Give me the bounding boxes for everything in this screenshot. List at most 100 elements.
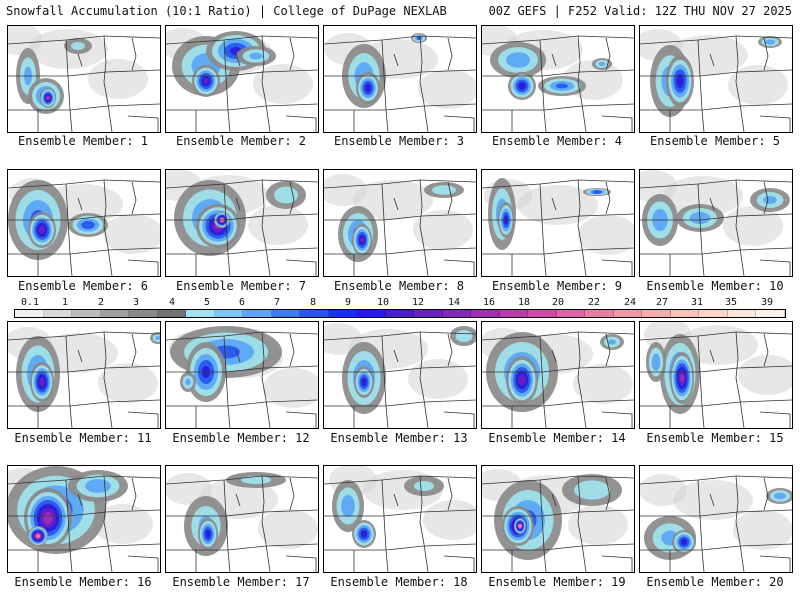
state-boundary-line [541, 365, 634, 373]
ensemble-member-map [165, 169, 319, 277]
trace-snow-shading [738, 355, 792, 395]
state-boundary-line [605, 477, 611, 511]
colorbar-swatch [528, 310, 557, 317]
state-boundary-line [577, 331, 587, 428]
snowfall-map-svg [166, 26, 318, 132]
colorbar-swatch [129, 310, 158, 317]
state-boundary-line [419, 475, 429, 572]
state-boundary-line [285, 115, 317, 132]
colorbar-swatch [157, 310, 187, 317]
snowfall-map-svg [640, 466, 792, 572]
state-boundary-line [235, 53, 241, 67]
ensemble-member-label: Ensemble Member: 4 [491, 134, 623, 148]
state-boundary-line [67, 213, 160, 221]
state-boundary-line [381, 335, 389, 428]
ensemble-member-map [7, 169, 161, 277]
colorbar-swatch [100, 310, 130, 317]
state-boundary-line [551, 349, 557, 363]
state-boundary-line [8, 179, 160, 189]
trace-snow-shading [423, 500, 476, 540]
state-boundary-line [324, 103, 476, 111]
colorbar-tick-label: 18 [517, 297, 531, 308]
snowfall-map-svg [324, 170, 476, 276]
state-boundary-line [759, 259, 791, 276]
state-boundary-line [763, 333, 769, 367]
state-boundary-line [223, 39, 231, 132]
colorbar-tick-label: 14 [447, 297, 461, 308]
state-boundary-line [383, 365, 476, 373]
colorbar-tick-label: 1 [61, 297, 69, 308]
state-boundary-line [601, 411, 633, 428]
state-boundary-line [699, 509, 792, 517]
state-boundary-line [131, 37, 137, 71]
state-boundary-line [393, 349, 399, 363]
trace-snow-shading [98, 363, 158, 403]
ensemble-member-label: Ensemble Member: 1 [17, 134, 149, 148]
state-boundary-line [65, 39, 73, 132]
state-boundary-line [709, 349, 715, 363]
trace-snow-shading [640, 170, 677, 202]
ensemble-member-label: Ensemble Member: 6 [17, 279, 149, 293]
ensemble-member-label: Ensemble Member: 17 [172, 575, 310, 589]
ensemble-member-label: Ensemble Member: 15 [646, 431, 784, 445]
ensemble-member-map [639, 169, 793, 277]
colorbar-tick-label: 24 [623, 297, 637, 308]
trace-snow-shading [728, 65, 788, 105]
colorbar-swatch [357, 310, 386, 317]
state-boundary-line [640, 179, 792, 189]
colorbar-tick-label: 2 [97, 297, 105, 308]
state-boundary-line [103, 331, 113, 428]
header-title-right: 00Z GEFS | F252 Valid: 12Z THU NOV 27 20… [488, 4, 792, 18]
state-boundary-line [539, 183, 547, 276]
state-boundary-line [261, 475, 271, 572]
colorbar-swatch [471, 310, 500, 317]
colorbar-tick-label: 4 [168, 297, 176, 308]
snowfall-map-svg [482, 322, 634, 428]
ensemble-member-map [165, 465, 319, 573]
state-boundary-line [223, 183, 231, 276]
trace-snow-shading [723, 206, 783, 246]
ensemble-member-map [165, 25, 319, 133]
snowfall-contour [364, 83, 372, 93]
snowfall-contour [763, 196, 777, 204]
colorbar-swatch [699, 310, 728, 317]
state-boundary-line [541, 69, 634, 77]
state-boundary-line [482, 331, 634, 341]
snowfall-contour [680, 538, 688, 546]
state-boundary-line [697, 183, 705, 276]
state-boundary-line [166, 103, 318, 111]
state-boundary-line [127, 259, 159, 276]
snowfall-contour [518, 524, 522, 528]
state-boundary-line [393, 197, 399, 211]
ensemble-member-label: Ensemble Member: 19 [488, 575, 626, 589]
snowfall-map-svg [324, 26, 476, 132]
state-boundary-line [640, 103, 792, 111]
ensemble-member-map [639, 321, 793, 429]
state-boundary-line [709, 53, 715, 67]
state-boundary-line [235, 493, 241, 507]
state-boundary-line [67, 365, 160, 373]
ensemble-member-label: Ensemble Member: 7 [175, 279, 307, 293]
state-boundary-line [103, 35, 113, 132]
snowfall-contour [85, 479, 111, 493]
ensemble-member-label: Ensemble Member: 3 [333, 134, 465, 148]
snowfall-contour [155, 336, 160, 340]
trace-snow-shading [413, 210, 473, 250]
snowfall-map-svg [640, 322, 792, 428]
colorbar-tick-label: 0.1 [20, 297, 40, 308]
state-boundary-line [419, 179, 429, 276]
state-boundary-line [324, 399, 476, 407]
state-boundary-line [127, 555, 159, 572]
state-boundary-line [640, 475, 792, 485]
colorbar-tick-label: 31 [690, 297, 704, 308]
state-boundary-line [8, 331, 160, 341]
ensemble-member-label: Ensemble Member: 16 [14, 575, 152, 589]
snowfall-contour [680, 374, 684, 382]
state-boundary-line [65, 183, 73, 276]
state-boundary-line [225, 213, 318, 221]
state-boundary-line [285, 259, 317, 276]
state-boundary-line [697, 39, 705, 132]
snowfall-contour [185, 378, 191, 386]
state-boundary-line [225, 69, 318, 77]
state-boundary-line [443, 555, 475, 572]
